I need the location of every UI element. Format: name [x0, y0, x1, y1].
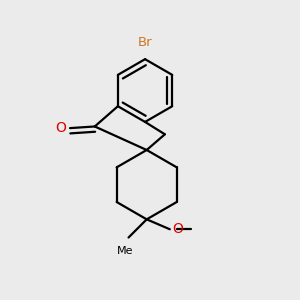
Text: Me: Me — [117, 246, 134, 256]
Text: O: O — [55, 121, 66, 135]
Text: Br: Br — [138, 35, 152, 49]
Text: O: O — [172, 222, 183, 236]
